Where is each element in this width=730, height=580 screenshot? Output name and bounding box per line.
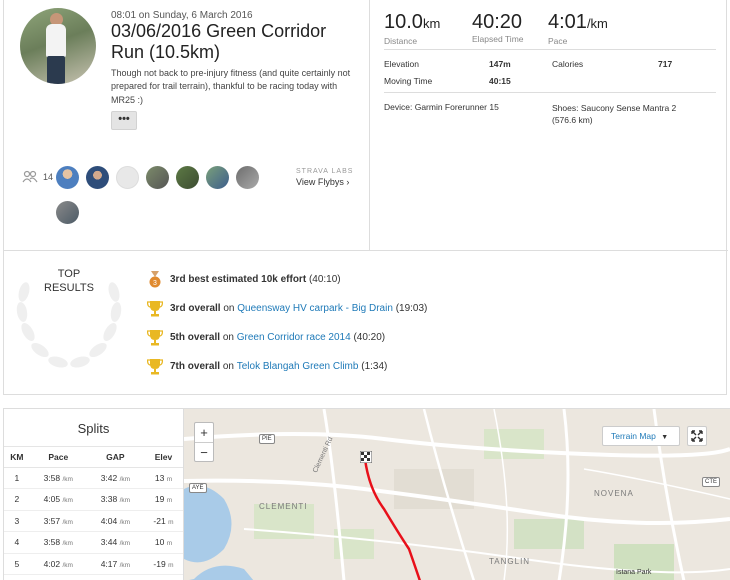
segment-link[interactable]: Telok Blangah Green Climb [236,361,359,372]
table-row[interactable]: 2 4:05 /km 3:38 /km 19 m [4,488,183,511]
column-divider [369,0,370,250]
map-tiles [184,409,730,580]
group-athlete-avatar[interactable] [86,166,109,189]
view-flybys-link[interactable]: View Flybys › [296,177,350,187]
table-row[interactable]: 5 4:02 /km 4:17 /km -19 m [4,553,183,575]
athletes-icon [22,170,39,184]
stat-elapsed-time: 40:20 Elapsed Time [472,11,524,44]
laurel-wreath-icon [16,282,122,368]
group-athletes: 14 [22,170,63,184]
splits-table: KM Pace GAP Elev 1 3:58 /km 3:42 /km 13 … [4,447,183,575]
group-athlete-avatar[interactable] [206,166,229,189]
result-row: 3rd overall on Queensway HV carpark - Bi… [146,294,427,323]
trophy-icon [146,300,164,317]
elevation-value: 147m [489,59,511,69]
trophy-icon [146,329,164,346]
strava-labs-label: STRAVA LABS [296,168,354,175]
table-row[interactable]: 3 3:57 /km 4:04 /km -21 m [4,510,183,532]
shoes-info: Shoes: Saucony Sense Mantra 2 (576.6 km) [552,103,677,125]
top-results-list: 3 3rd best estimated 10k effort (40:10) … [146,265,427,381]
elevation-label: Elevation [384,59,419,69]
activity-description: Though not back to pre-injury fitness (a… [111,68,351,105]
segment-link[interactable]: Queensway HV carpark - Big Drain [237,303,393,314]
stat-pace: 4:01/km Pace [548,11,608,46]
activity-title: 03/06/2016 Green Corridor Run (10.5km) [111,21,327,62]
group-athlete-avatar[interactable] [56,166,79,189]
athlete-count: 14 [43,172,54,182]
more-actions-button[interactable]: ••• [111,111,137,130]
map-place-label: Istana Park [616,569,652,576]
primary-stats: 10.0km Distance 40:20 Elapsed Time 4:01/… [384,10,714,46]
result-row: 5th overall on Green Corridor race 2014 … [146,323,427,352]
stats-divider [384,92,716,93]
calories-label: Calories [552,59,584,69]
activity-datetime: 08:01 on Sunday, 6 March 2016 [111,10,253,21]
expressway-tag: CTE [702,477,720,487]
fullscreen-button[interactable] [687,426,707,446]
chevron-down-icon: ▼ [661,434,669,441]
zoom-out-button[interactable]: − [195,442,213,461]
device-info: Device: Garmin Forerunner 15 [384,102,499,112]
zoom-in-button[interactable]: + [200,425,208,440]
stat-distance: 10.0km Distance [384,11,441,46]
table-row[interactable]: 1 3:58 /km 3:42 /km 13 m [4,467,183,489]
svg-text:3: 3 [153,280,157,287]
map-place-label: NOVENA [594,489,634,498]
column-header: GAP [86,447,144,468]
athlete-avatar[interactable] [20,8,96,84]
group-athlete-avatar[interactable] [146,166,169,189]
splits-panel: Splits KM Pace GAP Elev 1 3:58 /km 3:42 … [3,408,184,580]
segment-link[interactable]: Green Corridor race 2014 [236,332,351,343]
moving-time-label: Moving Time [384,76,433,86]
splits-title: Splits [4,409,183,447]
column-header: Elev [143,447,183,468]
expressway-tag: AYE [189,483,207,493]
expressway-tag: PIE [259,434,275,444]
start-flag-icon [360,451,372,463]
route-polyline [363,458,421,580]
group-athlete-avatar[interactable] [116,166,139,189]
top-results-badge: TOP RESULTS [14,262,134,372]
moving-time-value: 40:15 [489,76,511,86]
zoom-control: + − [194,422,214,462]
stats-divider [384,49,716,50]
map-place-label: TANGLIN [489,557,531,566]
table-row[interactable]: 4 3:58 /km 3:44 /km 10 m [4,531,183,554]
group-athlete-avatar[interactable] [236,166,259,189]
group-athlete-avatar[interactable] [176,166,199,189]
bronze-medal-icon: 3 [147,271,163,288]
map-place-label: CLEMENTI [259,502,308,511]
calories-value: 717 [658,59,673,69]
group-athlete-avatar[interactable] [56,201,79,224]
expand-icon [691,430,703,442]
trophy-icon [146,358,164,375]
row-divider [4,250,728,251]
terrain-map-dropdown[interactable]: Terrain Map ▼ [602,426,680,446]
column-header: KM [4,447,30,468]
column-header: Pace [29,447,87,468]
top-results-title: TOP RESULTS [44,268,94,294]
route-map[interactable]: CLEMENTI NOVENA TANGLIN Istana Park Clem… [184,408,730,580]
result-row: 3 3rd best estimated 10k effort (40:10) [147,265,427,294]
result-row: 7th overall on Telok Blangah Green Climb… [146,352,427,381]
activity-summary-card: 08:01 on Sunday, 6 March 2016 03/06/2016… [3,0,728,395]
